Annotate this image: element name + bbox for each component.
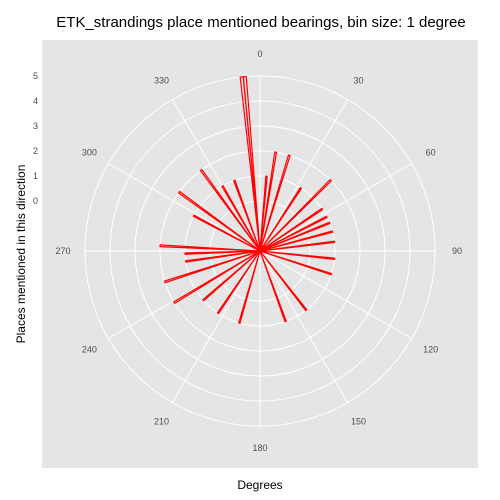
bar xyxy=(202,250,261,302)
angle-tick-label: 210 xyxy=(154,417,169,427)
angle-tick-label: 30 xyxy=(353,75,363,85)
bar xyxy=(259,250,333,276)
angular-gridline xyxy=(259,163,412,252)
x-axis-title: Degrees xyxy=(237,478,282,492)
grid-layer xyxy=(84,75,436,427)
angular-gridline xyxy=(259,250,348,403)
bar xyxy=(259,178,333,252)
bar xyxy=(259,151,278,252)
angle-tick-label: 180 xyxy=(252,443,267,453)
radial-tick-label: 2 xyxy=(33,146,38,156)
y-axis-title: Places mentioned in this direction xyxy=(14,165,28,344)
bar xyxy=(232,179,261,252)
bar xyxy=(242,75,261,252)
bar xyxy=(177,190,261,252)
bar xyxy=(259,215,328,252)
radial-tick-label: 4 xyxy=(33,96,38,106)
angle-tick-label: 0 xyxy=(257,49,262,59)
radial-tick-label: 3 xyxy=(33,121,38,131)
angle-tick-label: 120 xyxy=(423,345,438,355)
angle-tick-labels: 0 30 60 90 120 150 180 210 240 270 300 330 xyxy=(55,49,462,453)
angular-gridline xyxy=(172,250,261,403)
angle-tick-label: 240 xyxy=(82,345,97,355)
bar xyxy=(199,168,261,252)
bar xyxy=(221,184,261,252)
bar xyxy=(184,250,261,263)
bar xyxy=(184,250,261,255)
bar xyxy=(259,250,336,261)
bar xyxy=(192,214,261,252)
angle-tick-label: 270 xyxy=(55,246,70,256)
bar xyxy=(259,154,291,252)
bar xyxy=(259,207,324,252)
radial-tick-labels: 0 1 2 3 4 5 xyxy=(33,71,38,206)
angular-gridline xyxy=(259,250,412,339)
angular-gridline xyxy=(259,99,348,252)
bar xyxy=(259,240,336,252)
bars-layer xyxy=(159,75,336,325)
angle-tick-label: 60 xyxy=(426,148,436,158)
chart-title: ETK_strandings place mentioned bearings,… xyxy=(56,14,465,31)
bar xyxy=(259,175,268,252)
bar xyxy=(163,250,261,284)
angular-gridline xyxy=(108,163,261,252)
angle-tick-label: 300 xyxy=(82,148,97,158)
angle-tick-label: 90 xyxy=(452,246,462,256)
bar xyxy=(216,250,261,315)
bar xyxy=(173,250,261,305)
bar xyxy=(259,250,308,312)
bar xyxy=(259,221,331,252)
radial-tick-label: 5 xyxy=(33,71,38,81)
radial-tick-label: 1 xyxy=(33,171,38,181)
bar xyxy=(259,186,303,252)
bar xyxy=(159,244,261,252)
bar xyxy=(259,230,334,252)
angle-tick-label: 330 xyxy=(154,75,169,85)
radial-tick-label: 0 xyxy=(33,196,38,206)
bar xyxy=(259,250,288,323)
angle-tick-label: 150 xyxy=(351,417,366,427)
bar xyxy=(237,250,261,325)
